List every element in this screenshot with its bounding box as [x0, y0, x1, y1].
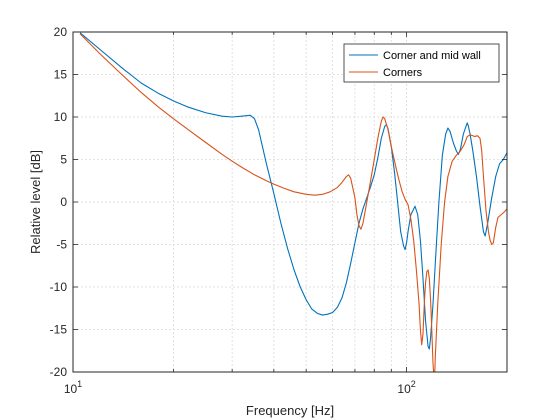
x-tick-label: 101 — [64, 379, 82, 396]
y-tick-label: 0 — [60, 195, 67, 209]
grid — [72, 31, 508, 373]
y-tick-label: -15 — [50, 323, 68, 337]
x-axis-label: Frequency [Hz] — [246, 403, 334, 418]
y-tick-label: -10 — [50, 280, 68, 294]
series-line-corner-and-mid-wall — [79, 32, 507, 350]
y-axis-label: Relative level [dB] — [28, 150, 43, 254]
ticks — [72, 31, 508, 373]
legend-box — [343, 43, 500, 83]
y-tick-label: 5 — [60, 153, 67, 167]
legend-entry-corner-and-mid-wall: Corner and mid wall — [383, 50, 481, 62]
y-tick-label: -20 — [50, 365, 68, 379]
y-tick-label: -5 — [56, 238, 67, 252]
y-tick-label: 10 — [54, 110, 68, 124]
series-line-corners — [79, 33, 507, 372]
legend: Corner and mid wall Corners — [343, 43, 500, 83]
legend-entry-corners: Corners — [383, 67, 423, 79]
tick-labels: -20 -15 -10 -5 0 5 10 15 20 101 102 — [50, 25, 416, 396]
y-tick-label: 15 — [54, 68, 68, 82]
plot-lines — [79, 32, 507, 372]
y-tick-label: 20 — [54, 25, 68, 39]
x-tick-label: 102 — [397, 379, 415, 396]
